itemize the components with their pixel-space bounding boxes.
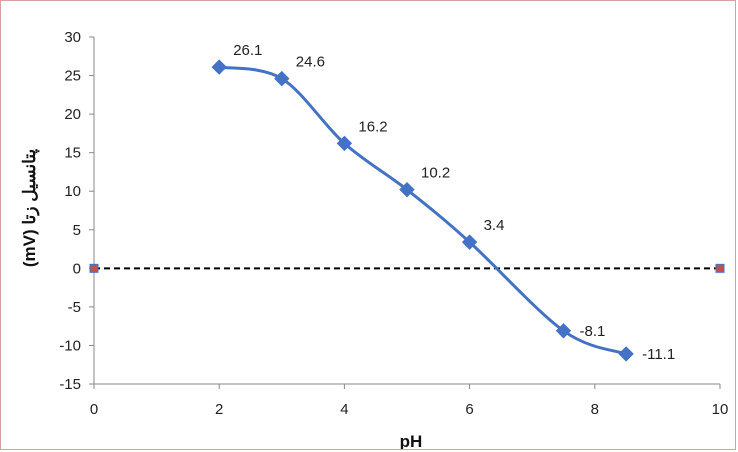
data-label: 3.4 (484, 217, 505, 234)
reference-line-layer (89, 263, 725, 273)
y-tick-label: 30 (64, 29, 81, 46)
y-tick-label: 5 (73, 222, 81, 239)
data-labels-layer: 26.1 24.6 16.2 10.2 3.4 -8.1 -11.1 (233, 42, 675, 363)
data-label: -8.1 (580, 323, 606, 340)
data-point-marker (618, 346, 634, 362)
data-point-marker (399, 181, 415, 198)
data-point-marker (555, 323, 572, 339)
data-label: 24.6 (296, 54, 325, 71)
zeta-potential-curve (218, 65, 627, 356)
reference-marker (715, 263, 725, 273)
y-axis-title: (mV) پتانسیل زتا (20, 149, 40, 268)
data-label: -11.1 (642, 346, 675, 363)
data-point-marker (461, 234, 478, 250)
y-tick-label: 20 (64, 106, 81, 123)
y-tick-label: 25 (64, 68, 81, 85)
y-tick-label: -10 (59, 337, 81, 354)
x-tick-label: 4 (340, 401, 348, 418)
axes-layer: -15 -10 -5 0 5 10 15 20 25 30 0 2 4 6 8 10 (59, 29, 728, 418)
y-tick-label: -5 (68, 299, 81, 316)
data-point-marker (274, 70, 290, 87)
reference-marker (89, 263, 99, 273)
data-label: 10.2 (421, 165, 450, 182)
y-tick-label: 0 (73, 260, 81, 277)
y-tick-label: 15 (64, 145, 81, 162)
x-axis-title: pH (400, 432, 423, 450)
series-layer (211, 59, 634, 362)
data-label: 16.2 (358, 118, 387, 135)
y-tick-label: 10 (64, 183, 81, 200)
data-point-marker (336, 135, 353, 152)
x-tick-label: 8 (591, 401, 599, 418)
x-tick-label: 2 (215, 401, 223, 418)
x-tick-label: 6 (465, 401, 473, 418)
y-tick-label: -15 (59, 376, 81, 393)
x-tick-label: 0 (90, 401, 98, 418)
x-tick-label: 10 (712, 401, 729, 418)
data-label: 26.1 (233, 42, 262, 59)
data-point-marker (211, 59, 227, 75)
